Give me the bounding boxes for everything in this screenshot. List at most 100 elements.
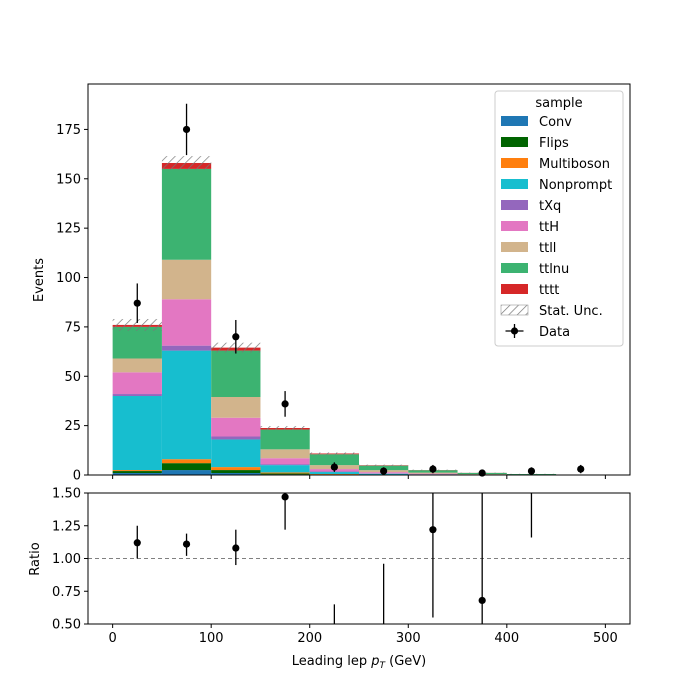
legend-frame: [494, 90, 624, 347]
bar-flips-bin-0: [112, 471, 162, 474]
bar-flips-bin-2: [211, 470, 261, 474]
legend-label-ttlnu: ttlnu: [539, 262, 569, 277]
legend-swatch-conv: [501, 116, 528, 126]
ratio-y-tick-label: 1.25: [52, 519, 81, 534]
stat-unc-band-bin-5: [359, 464, 409, 466]
ratio-x-ticks: 0 100 200 300 400 500: [108, 624, 618, 646]
ratio-y-tick-label: 1.50: [52, 487, 81, 502]
ratio-point-3: [281, 493, 289, 501]
bar-conv-bin-2: [211, 473, 261, 475]
ratio-y-axis-label: Ratio: [28, 542, 43, 575]
legend-swatch-ttlnu: [501, 263, 528, 273]
stat-unc-band-bin-1: [161, 156, 212, 170]
bar-ttlnu-bin-0: [112, 326, 162, 359]
data-point-3: [281, 400, 289, 408]
bar-conv-bin-0: [112, 473, 162, 475]
x-tick-label: 500: [593, 631, 618, 646]
legend-label-flips: Flips: [539, 136, 569, 151]
ratio-y-tick-label: 0.50: [52, 618, 81, 633]
y-tick-label: 175: [56, 123, 81, 138]
main-axes-frame: [87, 83, 631, 476]
y-tick-label: 75: [64, 320, 81, 335]
ratio-y-ticks: 0.50 0.75 1.00 1.25 1.50: [52, 487, 88, 633]
bar-tth-bin-3: [260, 458, 310, 465]
legend-label-stat-unc: Stat. Unc.: [539, 304, 603, 319]
bar-multiboson-bin-1: [161, 459, 212, 464]
legend-label-conv: Conv: [539, 115, 572, 130]
data-point-4: [330, 463, 338, 471]
bar-txq-bin-2: [211, 436, 261, 440]
bar-tth-bin-1: [161, 299, 212, 346]
stat-unc-band-bin-0: [112, 318, 162, 331]
bar-multiboson-bin-3: [260, 472, 310, 474]
ratio-point-0: [133, 539, 141, 547]
ratio-panel: 0 100 200 300 400 500 0.50 0.75 1.00 1.25 1.50 Ra…: [28, 487, 631, 671]
ratio-point-1: [182, 540, 191, 548]
legend-swatch-txq: [501, 200, 528, 210]
legend-title: sample: [535, 96, 582, 111]
data-point-9: [577, 465, 585, 473]
bar-txq-bin-3: [260, 464, 310, 466]
legend-swatch-multiboson: [501, 158, 528, 168]
bar-nonprompt-bin-1: [161, 350, 212, 460]
data-point-0: [133, 299, 141, 307]
data-point-1: [182, 125, 191, 134]
bar-tth-bin-2: [211, 417, 261, 437]
bar-ttlnu-bin-4: [309, 454, 359, 466]
bar-ttll-bin-0: [112, 358, 162, 373]
data-point-8: [527, 467, 536, 475]
x-tick-label: 200: [297, 631, 322, 646]
data-point-2: [232, 333, 240, 341]
bar-txq-bin-1: [161, 345, 212, 351]
stat-unc-band-bin-3: [260, 426, 310, 430]
main-y-axis-label: Events: [32, 258, 47, 302]
bar-ttll-bin-2: [211, 396, 261, 418]
legend-label-multiboson: Multiboson: [539, 157, 610, 172]
ratio-point-7: [478, 596, 486, 605]
legend-swatch-flips: [501, 137, 528, 147]
bar-multiboson-bin-0: [112, 470, 162, 472]
bar-tth-bin-0: [112, 372, 162, 395]
main-panel: 0 25 50 75 100 125 150 175 Events: [32, 83, 631, 484]
data-point-7: [478, 469, 486, 477]
x-tick-label: 400: [494, 631, 519, 646]
data-point-5: [380, 467, 388, 475]
legend-swatch-stat-unc: [500, 304, 529, 316]
ratio-point-2: [232, 544, 240, 552]
y-tick-label: 50: [64, 370, 81, 385]
bar-flips-bin-1: [161, 463, 212, 471]
bar-txq-bin-0: [112, 394, 162, 397]
ratio-points: [133, 493, 533, 624]
legend-label-nonprompt: Nonprompt: [539, 178, 612, 193]
y-tick-label: 25: [64, 419, 81, 434]
legend-label-tttt: tttt: [539, 283, 559, 298]
legend-swatch-tth: [501, 221, 528, 231]
y-tick-label: 125: [56, 222, 81, 237]
legend-label-txq: tXq: [539, 199, 561, 214]
stat-unc-band-bin-4: [309, 452, 359, 455]
legend-swatch-nonprompt: [501, 179, 528, 189]
main-x-ticks: [112, 475, 606, 479]
bar-ttll-bin-1: [161, 259, 212, 300]
ratio-y-tick-label: 1.00: [52, 552, 81, 567]
bar-ttlnu-bin-3: [260, 429, 310, 450]
y-tick-label: 150: [56, 172, 81, 187]
legend-label-tth: ttH: [539, 220, 559, 235]
bar-conv-bin-1: [161, 470, 212, 475]
bar-ttll-bin-3: [260, 449, 310, 459]
bar-multiboson-bin-2: [211, 467, 261, 471]
y-tick-label: 100: [56, 271, 81, 286]
x-axis-label: Leading lep pT (GeV): [292, 654, 426, 671]
legend-label-data: Data: [539, 325, 570, 340]
x-tick-label: 300: [396, 631, 421, 646]
bar-tth-bin-6: [408, 473, 458, 475]
x-tick-label: 100: [199, 631, 224, 646]
bar-nonprompt-bin-2: [211, 439, 261, 468]
legend-marker-data-point: [510, 327, 519, 335]
legend-swatch-tttt: [501, 284, 528, 294]
bar-nonprompt-bin-3: [260, 465, 310, 473]
legend-swatch-ttll: [501, 242, 528, 252]
x-tick-label: 0: [108, 631, 116, 646]
bar-flips-bin-3: [260, 473, 310, 475]
